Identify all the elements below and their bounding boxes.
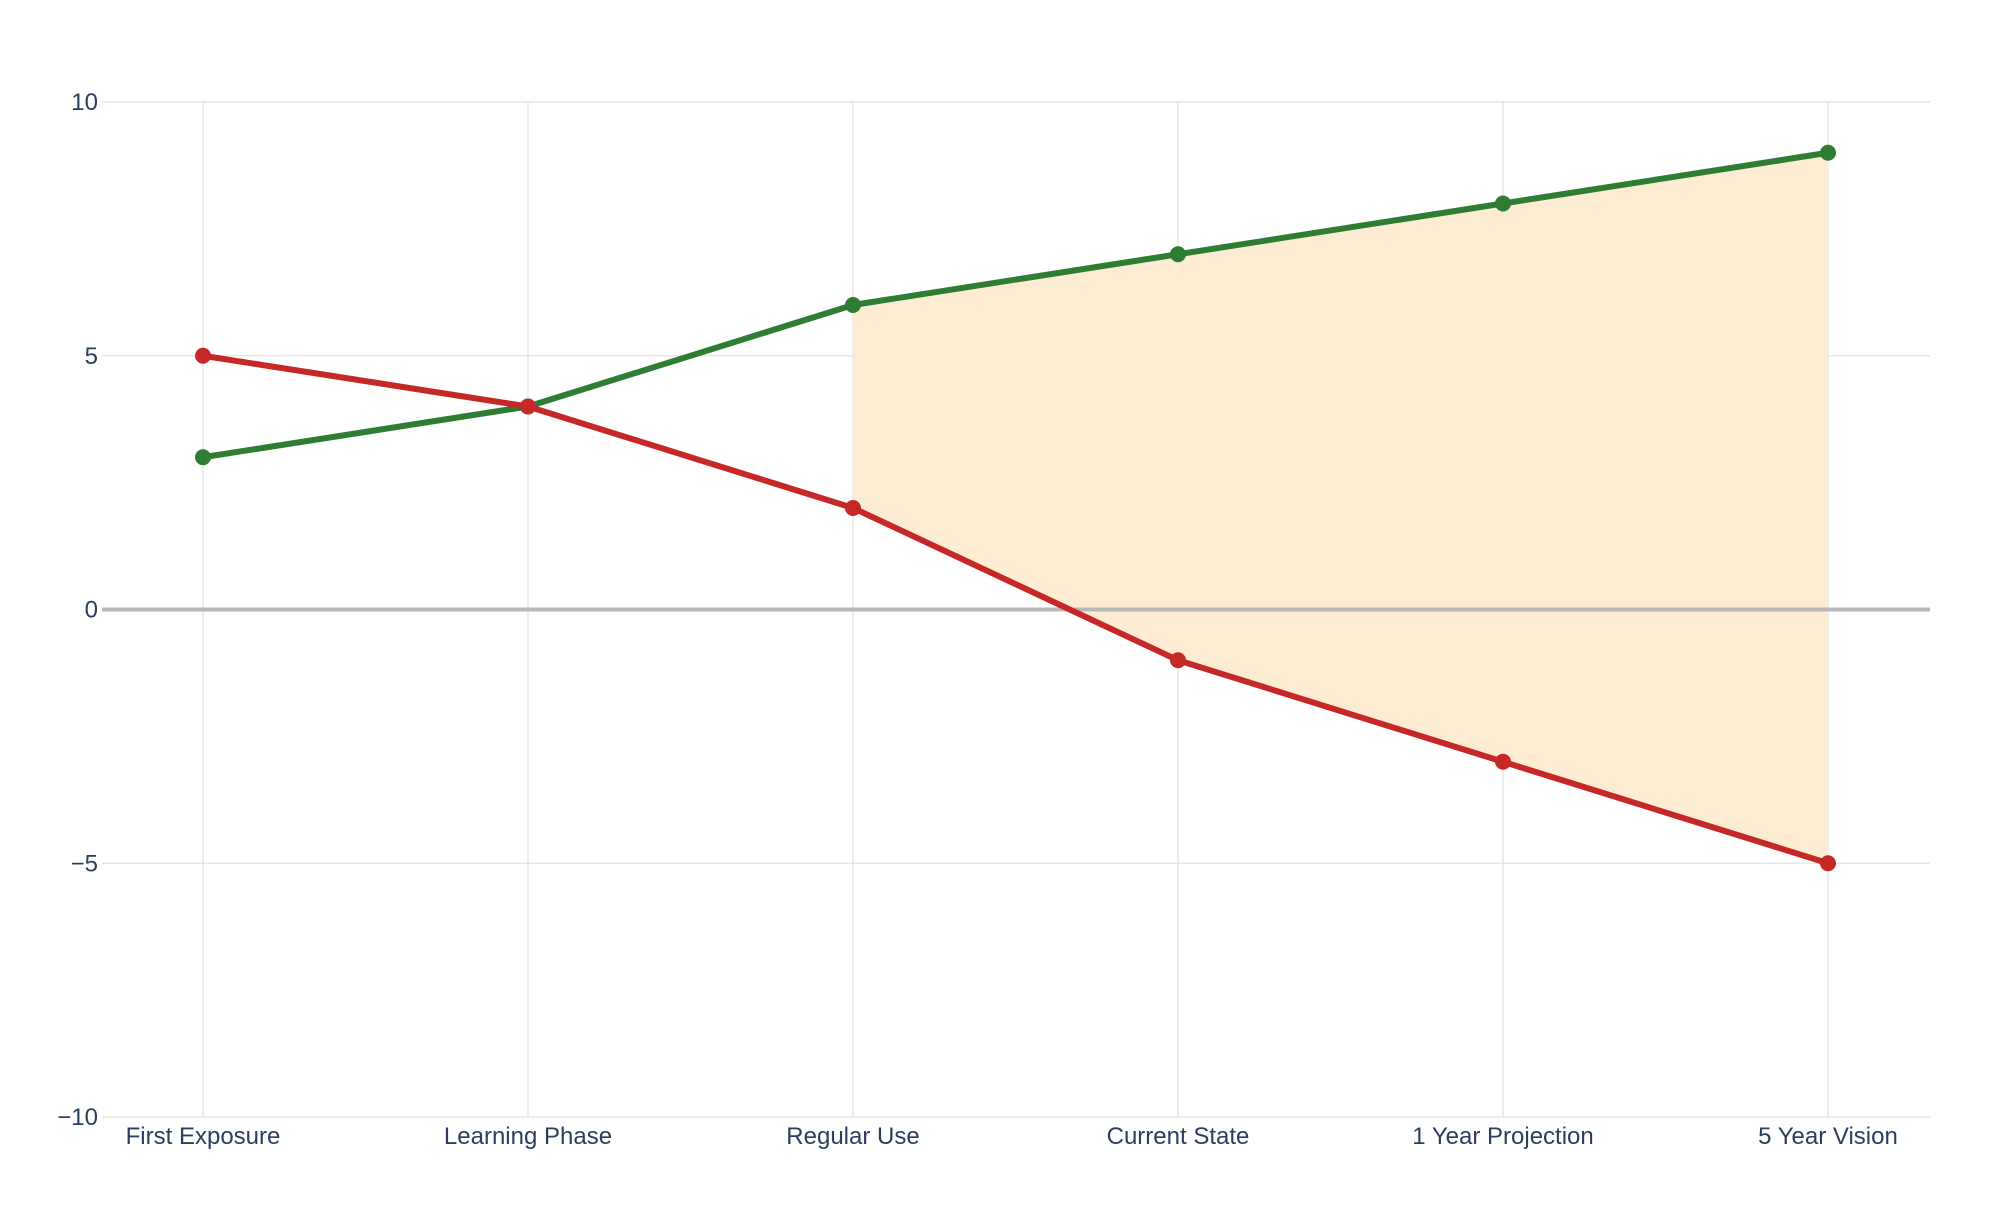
x-tick-label: 1 Year Projection	[1412, 1123, 1593, 1150]
y-tick-label: −10	[57, 1104, 98, 1131]
y-tick-label: 5	[85, 343, 98, 370]
y-tick-label: 0	[85, 597, 98, 624]
shaded-region-layer	[853, 152, 1828, 864]
series-1-point	[195, 347, 211, 364]
x-tick-label: Current State	[1107, 1123, 1250, 1150]
series-0-point	[845, 297, 861, 313]
series-1-line	[200, 352, 1831, 867]
series-layer	[195, 144, 1836, 872]
series-0-point	[1495, 195, 1511, 212]
series-1-point	[520, 398, 536, 415]
series-0-line	[200, 149, 1831, 461]
axis-labels-layer: 10 5 0 −5 −10 First Exposure Learning Phase Reg…	[57, 89, 1898, 1150]
y-tick-label: 10	[71, 89, 98, 116]
x-tick-label: Regular Use	[786, 1123, 919, 1150]
x-tick-label: Learning Phase	[444, 1123, 612, 1150]
series-0-point	[1820, 144, 1836, 161]
shaded-region	[853, 152, 1828, 864]
x-tick-label: 5 Year Vision	[1758, 1123, 1898, 1150]
series-1-point	[1495, 753, 1511, 770]
series-0-point	[1170, 246, 1186, 263]
x-tick-label: First Exposure	[126, 1123, 281, 1150]
series-0-point	[195, 449, 211, 466]
series-1-point	[1820, 855, 1836, 872]
series-1-point	[845, 500, 861, 516]
series-1-point	[1170, 652, 1186, 669]
y-tick-label: −5	[71, 850, 98, 877]
